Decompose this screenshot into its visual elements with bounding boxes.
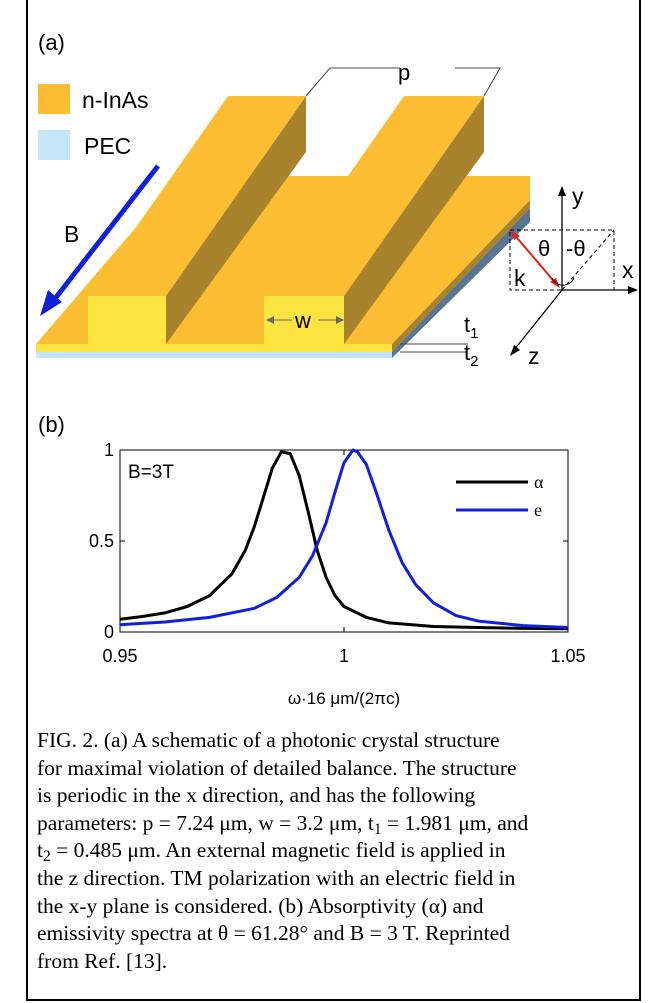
ridge-1-top <box>88 96 306 296</box>
y-tick-label: 0 <box>104 622 114 642</box>
caption-line-8: emissivity spectra at θ = 61.28° and B =… <box>37 921 510 946</box>
plot-axes <box>119 449 569 633</box>
b-field-arrowhead <box>40 290 62 316</box>
x-axis-arrowhead <box>628 286 638 294</box>
series-line-absorptivity <box>119 450 569 631</box>
chart-annotation: B=3T <box>128 462 174 483</box>
absorptivity-emissivity-chart: (b) 0.95 1 1.05 0 0.5 1 αe B=3T ω·16 μm/(2πc) <box>38 412 586 708</box>
ridge-1-side <box>166 96 306 344</box>
y-axis-label: y <box>572 183 584 209</box>
legend-label-absorptivity: α <box>534 472 544 492</box>
x-tick-label: 0.95 <box>102 646 137 666</box>
panel-a-label: (a) <box>38 30 65 55</box>
caption-line-5: t2 = 0.485 μm. An external magnetic fiel… <box>37 838 506 866</box>
photonic-crystal-schematic: (a) n-InAs PEC p w t1 t2 B y x z <box>36 30 638 370</box>
ridge-2-top <box>264 96 484 296</box>
p-label: p <box>398 60 410 85</box>
k-vector-arrow <box>511 231 559 287</box>
caption-line-9: from Ref. [13]. <box>37 948 168 973</box>
z-axis-line <box>513 289 563 351</box>
w-arrowhead-right <box>336 316 344 324</box>
y-tick-label: 1 <box>104 440 114 460</box>
legend-swatch-ninas <box>38 84 70 114</box>
z-axis-arrowhead <box>510 345 520 356</box>
legend-label-emissivity: e <box>534 500 542 520</box>
k-arrowhead-top <box>510 230 520 240</box>
caption-line-3: is periodic in the x direction, and has … <box>37 783 476 808</box>
x-tick-label: 1.05 <box>550 646 585 666</box>
angle-dashed-box <box>509 229 615 291</box>
w-label: w <box>294 308 311 333</box>
angle-arc <box>551 277 575 286</box>
ridge-2-front <box>264 296 344 344</box>
figure-caption: FIG. 2. (a) A schematic of a photonic cr… <box>37 727 637 975</box>
z-axis-label: z <box>528 343 540 369</box>
legend-label-ninas: n-InAs <box>82 87 148 113</box>
slab-side-face <box>392 200 530 352</box>
neg-theta-label: -θ <box>566 236 586 261</box>
caption-line-2: for maximal violation of detailed balanc… <box>37 755 517 780</box>
legend-swatch-pec <box>38 130 70 160</box>
plot-series <box>119 448 569 631</box>
ridge-1-front <box>88 296 166 344</box>
x-axis-title: ω·16 μm/(2πc) <box>288 689 400 708</box>
caption-line-4: parameters: p = 7.24 μm, w = 3.2 μm, t1 … <box>37 810 529 838</box>
k-label: k <box>514 265 526 291</box>
b-field-label: B <box>64 221 79 247</box>
plot-text: 0.95 1 1.05 0 0.5 1 αe B=3T ω·16 μm/(2πc) <box>89 440 586 708</box>
theta-label: θ <box>538 236 550 261</box>
figure-frame <box>26 0 641 1001</box>
p-dimension-line-left <box>305 67 400 97</box>
t2-label: t2 <box>464 340 478 370</box>
mirror-direction-dashed <box>561 229 615 291</box>
b-field-arrow-shaft <box>52 164 160 302</box>
slab-front-face <box>36 344 392 352</box>
y-axis-arrowhead <box>558 186 566 196</box>
caption-line-1: FIG. 2. (a) A schematic of a photonic cr… <box>37 728 500 752</box>
pec-layer-side <box>392 208 530 358</box>
x-tick-label: 1 <box>339 646 349 666</box>
y-tick-label: 0.5 <box>89 531 114 551</box>
panel-b-label: (b) <box>38 412 65 437</box>
caption-line-6: the z direction. TM polarization with an… <box>37 865 516 890</box>
legend-label-pec: PEC <box>84 133 131 159</box>
w-arrowhead-left <box>266 316 274 324</box>
ridge-2-side <box>344 96 484 344</box>
t1-label: t1 <box>464 312 478 342</box>
x-axis-label: x <box>622 257 634 283</box>
caption-line-7: the x-y plane is considered. (b) Absorpt… <box>37 893 484 918</box>
p-dimension-line-right <box>455 67 501 97</box>
series-line-emissivity <box>119 448 569 629</box>
